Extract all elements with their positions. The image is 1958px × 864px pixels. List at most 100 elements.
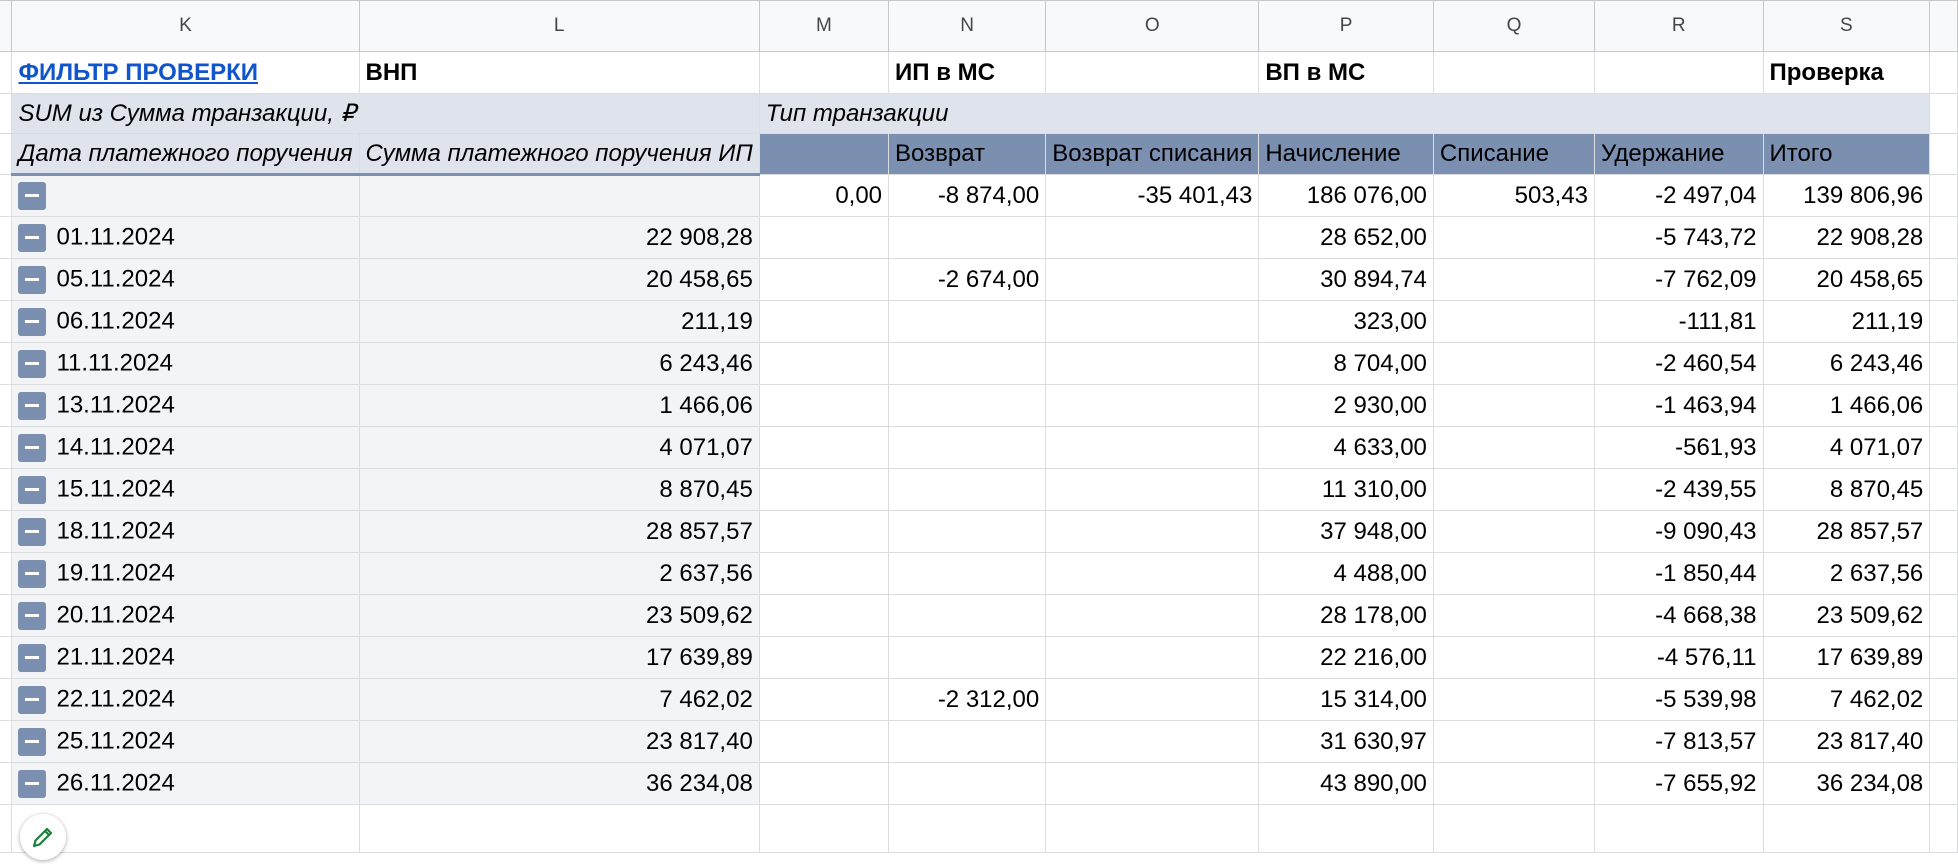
cell-nachislenie[interactable]: 31 630,97: [1258, 720, 1434, 763]
cell-nachislenie[interactable]: 4 488,00: [1258, 552, 1434, 595]
cell-vozvrat[interactable]: [888, 510, 1047, 553]
cell-spisanie[interactable]: [1432, 510, 1596, 553]
pivot-col-blank[interactable]: [758, 133, 890, 175]
row-header[interactable]: [0, 468, 13, 511]
cell-vozvrat-spisaniya[interactable]: [1045, 720, 1260, 763]
cell-m[interactable]: [758, 636, 890, 679]
row-header[interactable]: [0, 594, 13, 637]
cell-itogo[interactable]: 4 071,07: [1762, 426, 1931, 469]
cell-spisanie[interactable]: [1432, 762, 1596, 805]
cell-amount[interactable]: 7 462,02: [358, 678, 760, 721]
row-header[interactable]: [0, 93, 13, 134]
cell-uderzhanie[interactable]: -7 655,92: [1594, 762, 1764, 805]
cell-blank-itogo[interactable]: 139 806,96: [1762, 174, 1931, 217]
cell-vozvrat-spisaniya[interactable]: [1045, 678, 1260, 721]
cell-amount[interactable]: 6 243,46: [358, 342, 760, 385]
cell-m[interactable]: [758, 468, 890, 511]
pivot-row-field-date[interactable]: Дата платежного поручения: [11, 133, 360, 176]
cell-m[interactable]: [758, 510, 890, 553]
cell-vozvrat-spisaniya[interactable]: [1045, 552, 1260, 595]
cell-amount[interactable]: 36 234,08: [358, 762, 760, 805]
minus-icon[interactable]: [18, 685, 47, 714]
cell-nachislenie[interactable]: 28 178,00: [1258, 594, 1434, 637]
filter-check-link-text[interactable]: ФИЛЬТР ПРОВЕРКИ: [18, 58, 259, 86]
minus-icon[interactable]: [18, 559, 47, 588]
cell-t[interactable]: [1929, 384, 1958, 427]
cell-nachislenie[interactable]: 4 633,00: [1258, 426, 1434, 469]
row-header[interactable]: [0, 636, 13, 679]
cell-vozvrat[interactable]: [888, 342, 1047, 385]
cell-vozvrat[interactable]: -2 312,00: [888, 678, 1047, 721]
empty-cell[interactable]: [1594, 804, 1764, 853]
column-header-k[interactable]: K: [11, 0, 360, 52]
cell-vozvrat[interactable]: [888, 720, 1047, 763]
empty-cell[interactable]: [888, 804, 1047, 853]
pivot-col-nachislenie[interactable]: Начисление: [1258, 133, 1434, 175]
pivot-row-date[interactable]: 01.11.2024: [11, 216, 360, 259]
cell-amount[interactable]: 23 509,62: [358, 594, 760, 637]
empty-cell[interactable]: [1762, 804, 1931, 853]
cell-nachislenie[interactable]: 323,00: [1258, 300, 1434, 343]
cell-vozvrat[interactable]: [888, 762, 1047, 805]
empty-cell[interactable]: [358, 804, 760, 853]
cell-vozvrat[interactable]: [888, 384, 1047, 427]
cell-spisanie[interactable]: [1432, 426, 1596, 469]
cell-t[interactable]: [1929, 426, 1958, 469]
cell-spisanie[interactable]: [1432, 300, 1596, 343]
edit-pivot-button[interactable]: [20, 814, 66, 860]
row-header[interactable]: [0, 510, 13, 553]
column-header-r[interactable]: R: [1594, 0, 1764, 52]
cell-vozvrat[interactable]: [888, 636, 1047, 679]
pivot-column-field[interactable]: Тип транзакции: [758, 93, 1931, 134]
cell-t[interactable]: [1929, 342, 1958, 385]
cell-uderzhanie[interactable]: -111,81: [1594, 300, 1764, 343]
row-header[interactable]: [0, 216, 13, 259]
cell-m1[interactable]: [758, 51, 890, 94]
cell-itogo[interactable]: 8 870,45: [1762, 468, 1931, 511]
minus-icon[interactable]: [18, 601, 47, 630]
cell-spisanie[interactable]: [1432, 720, 1596, 763]
row-header[interactable]: [0, 804, 13, 853]
cell-t[interactable]: [1929, 510, 1958, 553]
cell-vozvrat-spisaniya[interactable]: [1045, 762, 1260, 805]
cell-m[interactable]: [758, 762, 890, 805]
pivot-col-uderzhanie[interactable]: Удержание: [1594, 133, 1764, 175]
cell-spisanie[interactable]: [1432, 678, 1596, 721]
cell-amount[interactable]: 23 817,40: [358, 720, 760, 763]
column-header-l[interactable]: L: [358, 0, 760, 52]
cell-amount[interactable]: 211,19: [358, 300, 760, 343]
row-header[interactable]: [0, 678, 13, 721]
cell-t[interactable]: [1929, 762, 1958, 805]
column-header-n[interactable]: N: [888, 0, 1047, 52]
corner-cell[interactable]: [0, 0, 13, 52]
pivot-col-spisanie[interactable]: Списание: [1432, 133, 1596, 175]
pivot-row-date[interactable]: 19.11.2024: [11, 552, 360, 595]
cell-blank-nachislenie[interactable]: 186 076,00: [1258, 174, 1434, 217]
cell-uderzhanie[interactable]: -1 850,44: [1594, 552, 1764, 595]
cell-nachislenie[interactable]: 28 652,00: [1258, 216, 1434, 259]
pivot-row-field-amount[interactable]: Сумма платежного поручения ИП: [358, 133, 760, 176]
minus-icon[interactable]: [18, 182, 47, 211]
cell-vozvrat-spisaniya[interactable]: [1045, 258, 1260, 301]
cell-t[interactable]: [1929, 720, 1958, 763]
empty-cell[interactable]: [758, 804, 890, 853]
cell-uderzhanie[interactable]: -9 090,43: [1594, 510, 1764, 553]
cell-t[interactable]: [1929, 678, 1958, 721]
cell-amount[interactable]: 2 637,56: [358, 552, 760, 595]
cell-vozvrat-spisaniya[interactable]: [1045, 594, 1260, 637]
cell-spisanie[interactable]: [1432, 342, 1596, 385]
cell-vozvrat[interactable]: [888, 216, 1047, 259]
cell-spisanie[interactable]: [1432, 384, 1596, 427]
cell-uderzhanie[interactable]: -7 762,09: [1594, 258, 1764, 301]
cell-t[interactable]: [1929, 468, 1958, 511]
pivot-row-date[interactable]: 25.11.2024: [11, 720, 360, 763]
cell-blank-spisanie[interactable]: 503,43: [1432, 174, 1596, 217]
cell-t1[interactable]: [1929, 51, 1958, 94]
cell-t2[interactable]: [1929, 93, 1958, 134]
cell-vozvrat-spisaniya[interactable]: [1045, 636, 1260, 679]
empty-cell[interactable]: [1258, 804, 1434, 853]
cell-m[interactable]: [758, 342, 890, 385]
pivot-row-date[interactable]: 26.11.2024: [11, 762, 360, 805]
row-header[interactable]: [0, 720, 13, 763]
cell-q1[interactable]: [1432, 51, 1596, 94]
